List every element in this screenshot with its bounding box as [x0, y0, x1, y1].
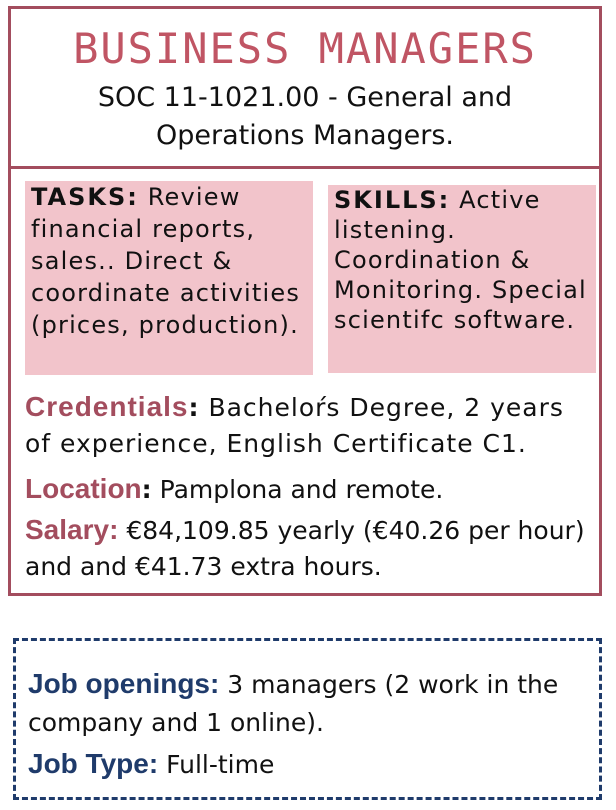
tasks-text: Review financial reports, sales.. Direct…	[31, 183, 301, 339]
location-text: Pamplona and remote.	[159, 475, 444, 504]
credentials-text: Bacheloŕs Degree, 2 years of experience…	[25, 393, 564, 458]
salary-label: Salary:	[25, 514, 119, 545]
job-type-text: Full-time	[166, 750, 275, 779]
skills-box: SKILLS: Active listening. Coordination &…	[328, 185, 596, 373]
salary-text: €84,109.85 yearly (€40.26 per hour) and …	[25, 516, 585, 581]
openings-label: Job openings:	[28, 668, 220, 699]
credentials-colon: :	[188, 393, 200, 422]
card-header: BUSINESS MANAGERS SOC 11-1021.00 - Gener…	[11, 9, 599, 169]
job-type-line: Job Type: Full-time	[28, 745, 591, 784]
tasks-label: TASKS:	[31, 183, 139, 211]
openings-line: Job openings: 3 managers (2 work in the …	[28, 665, 591, 742]
openings-box: Job openings: 3 managers (2 work in the …	[13, 638, 602, 800]
skills-label: SKILLS:	[334, 186, 451, 214]
openings-text: 3 managers (2 work in the company and 1 …	[28, 670, 559, 737]
job-type-label: Job Type:	[28, 748, 159, 779]
job-card: BUSINESS MANAGERS SOC 11-1021.00 - Gener…	[8, 6, 602, 596]
tasks-box: TASKS: Review financial reports, sales..…	[25, 181, 313, 375]
credentials-line: Credentials: Bacheloŕs Degree, 2 years …	[25, 389, 593, 462]
location-colon: :	[141, 475, 152, 504]
skills-text: Active listening. Coordination & Monitor…	[334, 186, 587, 334]
page-title: BUSINESS MANAGERS	[73, 24, 537, 73]
location-line: Location: Pamplona and remote.	[25, 471, 593, 508]
salary-line: Salary: €84,109.85 yearly (€40.26 per ho…	[25, 512, 593, 585]
credentials-label: Credentials	[25, 391, 189, 422]
location-label: Location	[25, 473, 142, 504]
soc-subtitle: SOC 11-1021.00 - General and Operations …	[97, 82, 513, 151]
